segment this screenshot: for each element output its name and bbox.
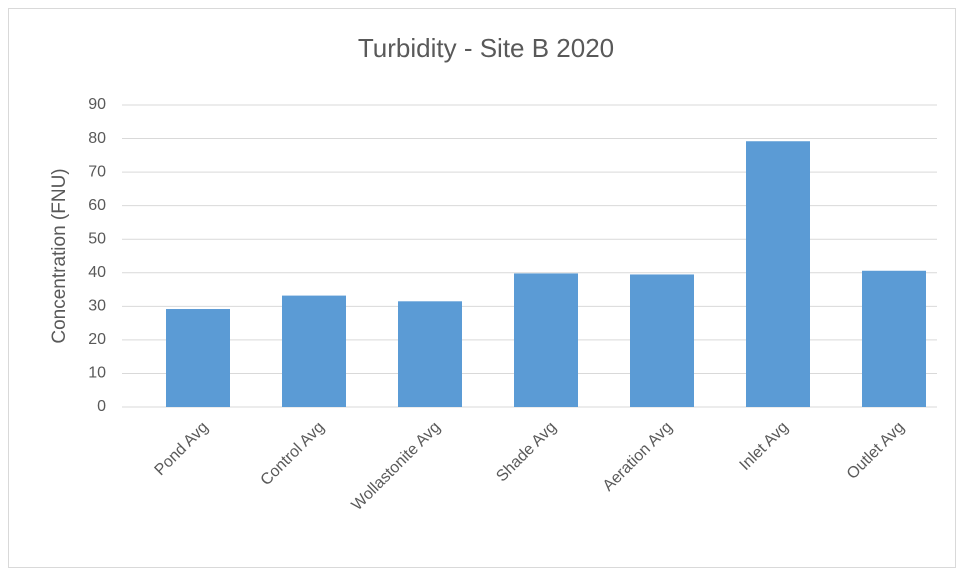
y-tick-label: 40: [88, 264, 106, 281]
y-tick-label: 20: [88, 331, 106, 348]
bar: [630, 274, 694, 407]
y-axis-title: Concentration (FNU): [49, 168, 70, 343]
y-tick-label: 70: [88, 163, 106, 180]
bar: [398, 301, 462, 407]
y-tick-label: 50: [88, 230, 106, 247]
y-tick-label: 80: [88, 130, 106, 147]
bar: [862, 270, 926, 407]
bar: [514, 273, 578, 407]
y-tick-label: 0: [97, 398, 106, 415]
y-tick-label: 30: [88, 298, 106, 315]
bar: [282, 295, 346, 407]
y-tick-label: 90: [88, 96, 106, 113]
y-tick-label: 10: [88, 365, 106, 382]
chart-title: Turbidity - Site B 2020: [358, 33, 614, 63]
y-tick-label: 60: [88, 197, 106, 214]
bar: [746, 141, 810, 408]
chart-border: [8, 8, 956, 568]
bar: [166, 309, 230, 407]
